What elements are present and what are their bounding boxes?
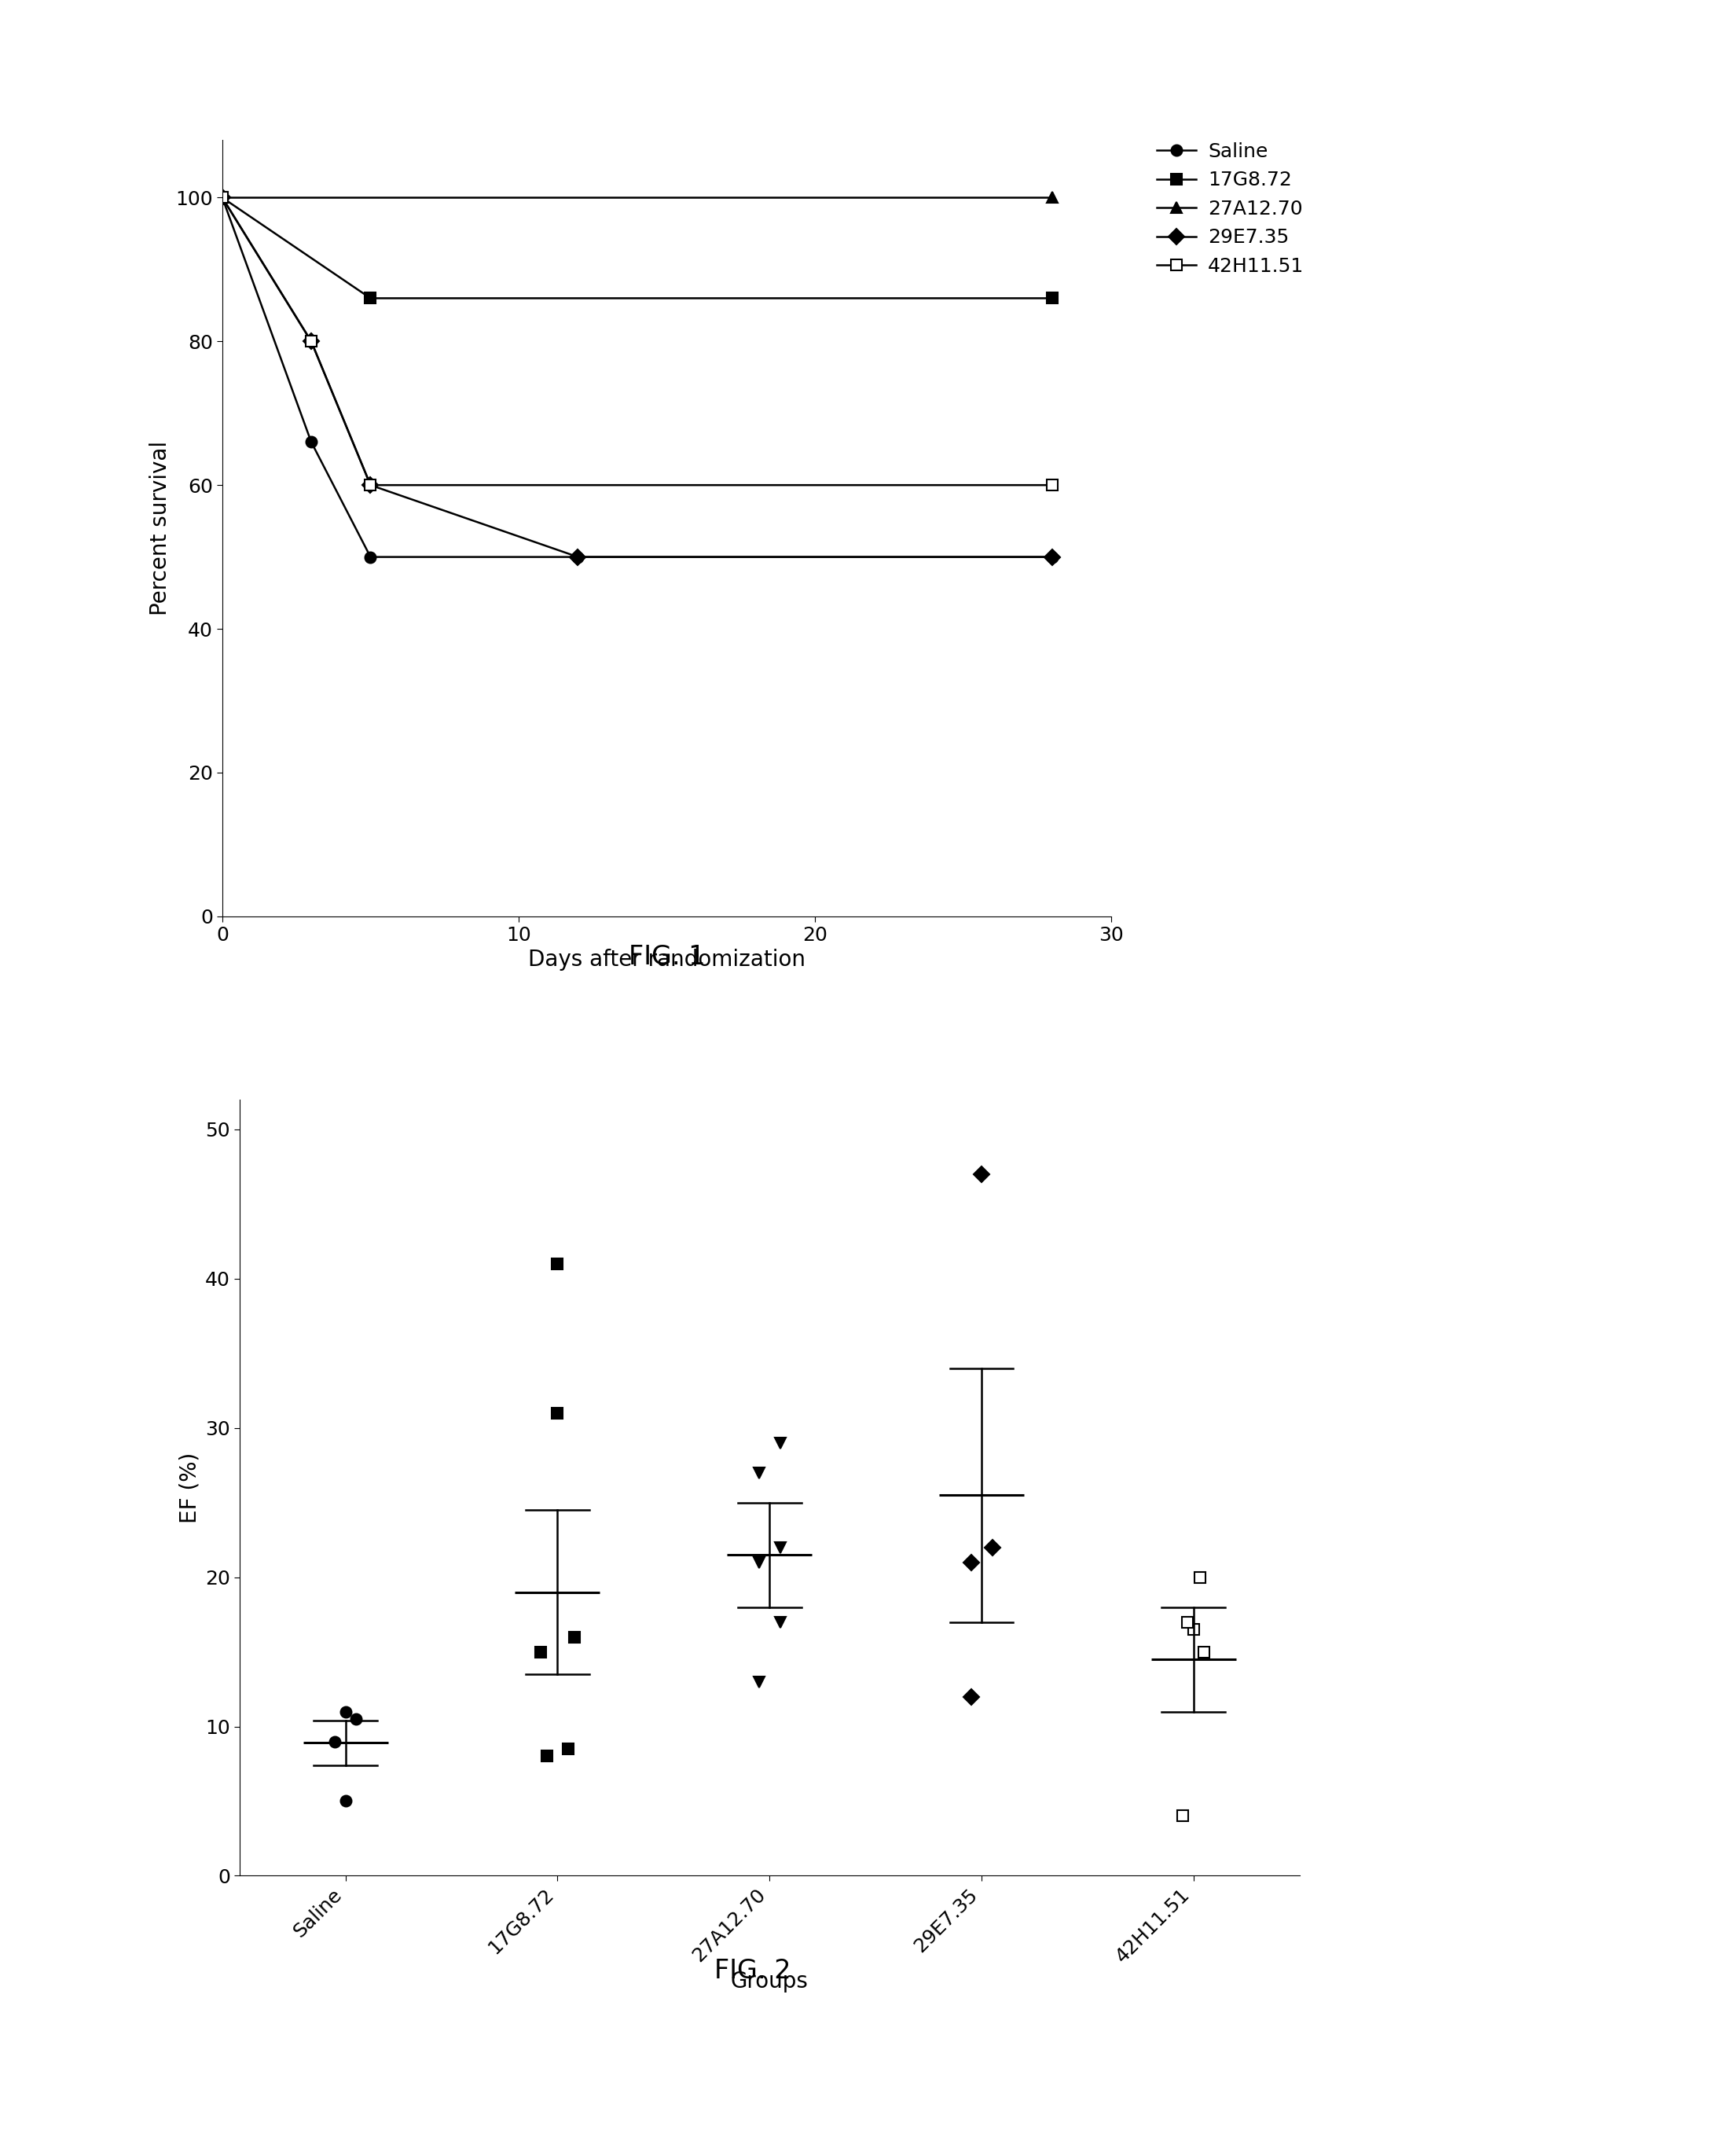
X-axis label: Days after randomization: Days after randomization	[528, 949, 805, 970]
Text: FIG. 1: FIG. 1	[629, 944, 705, 970]
Y-axis label: EF (%): EF (%)	[180, 1453, 200, 1522]
X-axis label: Groups: Groups	[730, 1971, 809, 1992]
Text: FIG. 2: FIG. 2	[715, 1958, 790, 1984]
Y-axis label: Percent survival: Percent survival	[149, 442, 171, 614]
Legend: Saline, 17G8.72, 27A12.70, 29E7.35, 42H11.51: Saline, 17G8.72, 27A12.70, 29E7.35, 42H1…	[1158, 142, 1305, 276]
